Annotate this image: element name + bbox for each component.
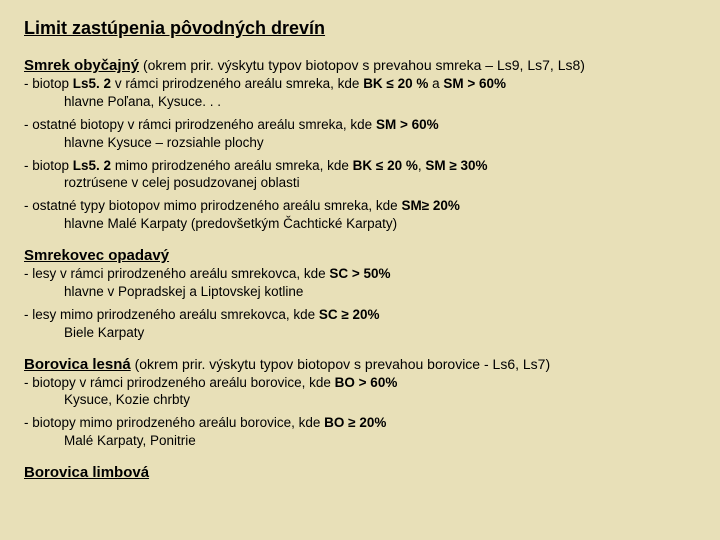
section-smrekovec-opadavy: Smrekovec opadavý - lesy v rámci prirodz… (24, 247, 696, 342)
bullet-strong: SM > 60% (376, 117, 439, 132)
species-heading: Borovica lesná (24, 356, 131, 373)
bullet-pre: - ostatné biotopy v rámci prirodzeného a… (24, 117, 376, 132)
bullet-line: - lesy mimo prirodzeného areálu smrekovc… (24, 307, 696, 324)
bullet-pre: - ostatné typy biotopov mimo prirodzenéh… (24, 198, 401, 213)
section-borovica-limbova: Borovica limbová (24, 464, 696, 482)
bullet-strong: BO > 60% (335, 375, 398, 390)
bullet-strong: Ls5. 2 (73, 76, 111, 91)
detail-line: Biele Karpaty (24, 325, 696, 342)
bullet-pre: - lesy v rámci prirodzeného areálu smrek… (24, 266, 329, 281)
bullet-pre: - biotop (24, 76, 73, 91)
section-smrek-obycajny: Smrek obyčajný (okrem prir. výskytu typo… (24, 57, 696, 233)
species-heading: Smrek obyčajný (24, 57, 139, 74)
species-heading: Borovica limbová (24, 464, 149, 481)
bullet-strong: SC > 50% (329, 266, 390, 281)
species-heading-line: Smrekovec opadavý (24, 247, 696, 265)
bullet-line: - biotopy v rámci prirodzeného areálu bo… (24, 375, 696, 392)
page-title: Limit zastúpenia pôvodných drevín (24, 18, 696, 39)
species-suffix: (okrem prir. výskytu typov biotopov s pr… (131, 356, 550, 372)
detail-line: Malé Karpaty, Ponitrie (24, 433, 696, 450)
detail-line: hlavne Malé Karpaty (predovšetkým Čachti… (24, 216, 696, 233)
detail-line: hlavne Kysuce – rozsiahle plochy (24, 135, 696, 152)
species-suffix: (okrem prir. výskytu typov biotopov s pr… (139, 57, 585, 73)
bullet-strong2: BK ≤ 20 % (363, 76, 428, 91)
species-heading: Smrekovec opadavý (24, 247, 169, 264)
detail-line: roztrúsene v celej posudzovanej oblasti (24, 175, 696, 192)
bullet-pre: - biotopy mimo prirodzeného areálu borov… (24, 415, 324, 430)
bullet-strong2: BK ≤ 20 % (353, 158, 418, 173)
bullet-mid: a (428, 76, 443, 91)
detail-line: hlavne Poľana, Kysuce. . . (24, 94, 696, 111)
detail-line: Kysuce, Kozie chrbty (24, 392, 696, 409)
bullet-post: mimo prirodzeného areálu smreka, kde (111, 158, 353, 173)
section-borovica-lesna: Borovica lesná (okrem prir. výskytu typo… (24, 356, 696, 451)
bullet-line: - biotop Ls5. 2 mimo prirodzeného areálu… (24, 158, 696, 175)
bullet-post: v rámci prirodzeného areálu smreka, kde (111, 76, 363, 91)
bullet-line: - lesy v rámci prirodzeného areálu smrek… (24, 266, 696, 283)
bullet-strong3: SM > 60% (443, 76, 506, 91)
species-heading-line: Smrek obyčajný (okrem prir. výskytu typo… (24, 57, 696, 75)
bullet-strong3: SM ≥ 30% (425, 158, 487, 173)
bullet-strong: BO ≥ 20% (324, 415, 386, 430)
bullet-line: - biotopy mimo prirodzeného areálu borov… (24, 415, 696, 432)
species-heading-line: Borovica limbová (24, 464, 696, 482)
species-heading-line: Borovica lesná (okrem prir. výskytu typo… (24, 356, 696, 374)
bullet-strong: SM≥ 20% (401, 198, 459, 213)
bullet-pre: - lesy mimo prirodzeného areálu smrekovc… (24, 307, 319, 322)
bullet-pre: - biotopy v rámci prirodzeného areálu bo… (24, 375, 335, 390)
bullet-line: - biotop Ls5. 2 v rámci prirodzeného are… (24, 76, 696, 93)
bullet-line: - ostatné biotopy v rámci prirodzeného a… (24, 117, 696, 134)
bullet-strong: Ls5. 2 (73, 158, 111, 173)
detail-line: hlavne v Popradskej a Liptovskej kotline (24, 284, 696, 301)
bullet-line: - ostatné typy biotopov mimo prirodzenéh… (24, 198, 696, 215)
bullet-strong: SC ≥ 20% (319, 307, 380, 322)
bullet-pre: - biotop (24, 158, 73, 173)
document-page: Limit zastúpenia pôvodných drevín Smrek … (0, 0, 720, 482)
